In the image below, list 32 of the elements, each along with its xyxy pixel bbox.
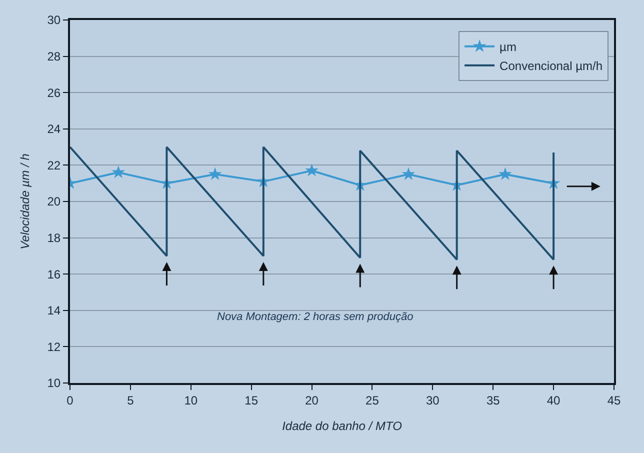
legend-label: Convencional µm/h — [500, 59, 603, 74]
x-axis-title: Idade do banho / MTO — [282, 418, 402, 433]
y-tick-label: 20 — [47, 194, 61, 209]
y-tick-label: 24 — [47, 122, 61, 136]
x-tick-label: 40 — [546, 393, 561, 408]
x-tick-label: 30 — [426, 393, 440, 408]
point — [112, 165, 126, 178]
y-axis-title: Velocidade µm / h — [18, 153, 32, 250]
x-tick-label: 0 — [66, 393, 74, 408]
annotation: Nova Montagem: 2 horas sem produção — [217, 311, 414, 323]
y-tick-label: 28 — [47, 50, 61, 64]
x-tick-label: 20 — [305, 393, 319, 408]
point — [402, 167, 416, 180]
point — [305, 164, 318, 176]
line-series — [70, 146, 555, 261]
y-tick-label: 22 — [47, 158, 61, 172]
y-tick-label: 16 — [47, 267, 61, 282]
x-tick-label: 5 — [127, 393, 134, 408]
point — [498, 167, 512, 180]
y-tick-label: 14 — [47, 304, 61, 318]
x-tick-label: 10 — [184, 393, 198, 408]
y-tick-label: 30 — [47, 13, 61, 28]
point — [208, 167, 222, 180]
y-tick-label: 18 — [47, 231, 61, 245]
legend-label: µm — [500, 40, 516, 54]
y-tick-label: 10 — [47, 376, 61, 390]
y-tick-label: 12 — [47, 340, 61, 354]
x-tick-label: 25 — [366, 393, 380, 408]
x-tick-label: 45 — [607, 393, 621, 408]
y-tick-label: 26 — [47, 86, 61, 100]
x-tick-label: 35 — [486, 393, 500, 408]
x-tick-label: 15 — [244, 393, 258, 408]
